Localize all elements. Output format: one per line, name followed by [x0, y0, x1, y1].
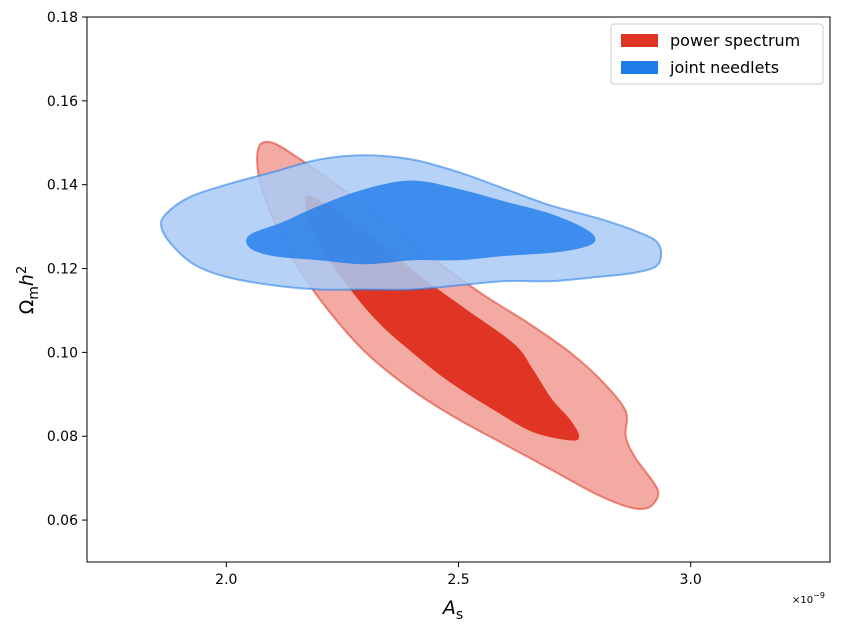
y-tick-label: 0.16 [47, 94, 78, 110]
legend-swatch-power-spectrum [621, 34, 658, 47]
x-axis-label: As [441, 597, 463, 623]
y-tick-label: 0.06 [47, 513, 78, 529]
y-tick-label: 0.14 [47, 178, 78, 194]
y-axis-ticks: 0.06 0.08 0.10 0.12 0.14 0.16 0.18 [47, 10, 87, 529]
x-axis-multiplier: ×10−9 [792, 591, 825, 606]
x-axis-ticks: 2.0 2.5 3.0 [215, 562, 702, 588]
y-tick-label: 0.12 [47, 262, 78, 278]
y-tick-label: 0.10 [47, 345, 78, 361]
y-axis-label-omega: Ω [16, 300, 38, 315]
x-tick-label: 2.0 [215, 572, 237, 588]
x-axis-label-sub: s [456, 607, 463, 623]
y-tick-label: 0.08 [47, 429, 78, 445]
legend: power spectrum joint needlets [610, 23, 824, 85]
x-axis-label-var: A [441, 597, 456, 619]
y-axis-label-sub: m [26, 286, 42, 300]
joint-needlets-inner-contour [246, 180, 596, 265]
contour-layer [160, 140, 663, 511]
y-tick-label: 0.18 [47, 10, 78, 26]
y-axis-label: Ωmh2 [15, 266, 42, 315]
x-tick-label: 3.0 [680, 572, 702, 588]
x-multiplier-exp: −9 [813, 591, 825, 600]
y-axis-label-sup: 2 [15, 266, 30, 274]
y-axis-label-h: h [16, 274, 38, 286]
legend-label-power-spectrum: power spectrum [670, 31, 800, 50]
legend-swatch-joint-needlets [621, 61, 658, 74]
x-multiplier-base: ×10 [792, 595, 813, 606]
x-tick-label: 2.5 [447, 572, 469, 588]
legend-frame [610, 23, 824, 85]
legend-label-joint-needlets: joint needlets [669, 58, 779, 77]
